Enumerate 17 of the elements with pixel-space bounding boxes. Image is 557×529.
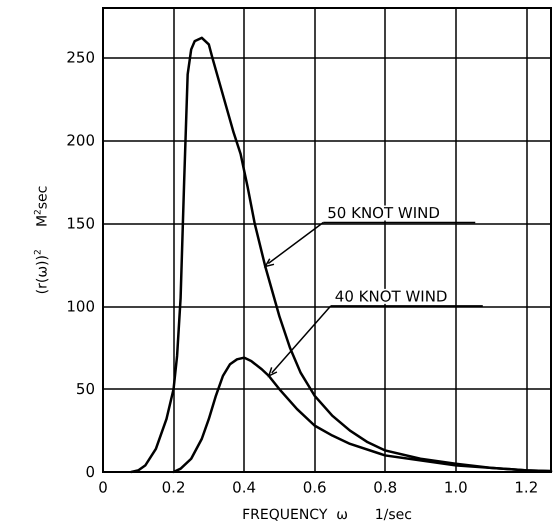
x-tick-label: 1.0 [444,478,468,496]
x-tick-label: 0.4 [232,478,256,496]
x-tick-label: 0 [98,478,108,496]
annotation: 40 KNOT WIND [334,287,448,306]
annotation: 50 KNOT WIND [327,204,440,222]
y-tick-label: 100 [66,297,95,316]
text: (r(ω))2 M2sec [34,186,50,294]
x-tick-label: 1.2 [514,478,538,496]
x-axis-title: FREQUENCY ω 1/sec [242,507,412,523]
y-tick-label: 150 [66,214,95,232]
x-tick-label: 0.2 [162,478,186,496]
y-tick-label: 0 [85,463,95,481]
x-tick-label: 0.6 [302,478,327,496]
y-tick-label: 200 [66,132,95,150]
x-tick-label: 0.8 [373,478,398,496]
y-tick-label: 50 [76,380,95,398]
y-tick-label: 250 [66,48,95,67]
